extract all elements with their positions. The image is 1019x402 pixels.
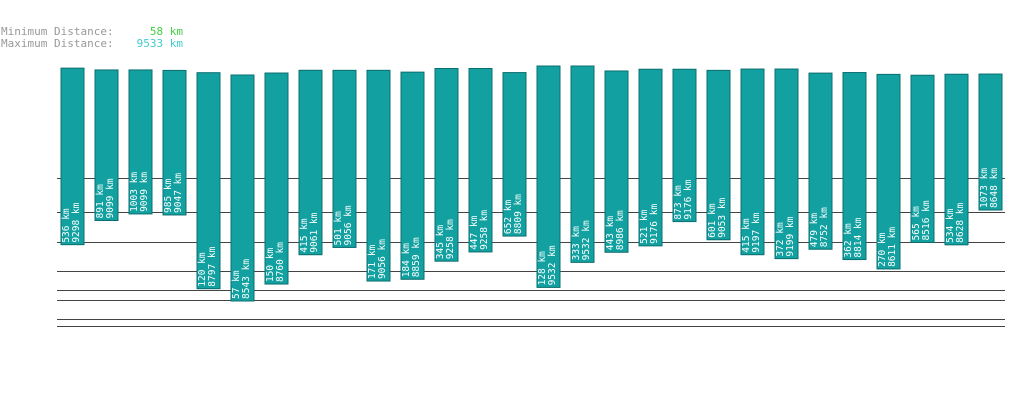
bar-min-label: 985 km bbox=[163, 178, 174, 213]
bar bbox=[60, 67, 85, 246]
bar-min-label: 443 km bbox=[605, 216, 616, 251]
bar bbox=[230, 74, 255, 302]
bar-min-label: 447 km bbox=[469, 215, 480, 250]
bar-min-label: 601 km bbox=[707, 203, 718, 238]
bar-max-label: 8543 km bbox=[241, 259, 252, 299]
bar-max-label: 9298 km bbox=[71, 202, 82, 242]
bar-min-label: 652 km bbox=[503, 199, 514, 234]
bar-min-label: 57 km bbox=[231, 270, 242, 299]
bar bbox=[196, 72, 221, 290]
min-label: Minimum Distance: bbox=[1, 25, 114, 38]
bar-min-label: 171 km bbox=[367, 244, 378, 279]
bar bbox=[876, 73, 901, 270]
bar-max-label: 9532 km bbox=[547, 245, 558, 285]
bar bbox=[536, 65, 561, 288]
bar-max-label: 9047 km bbox=[173, 173, 184, 213]
bar bbox=[162, 69, 187, 216]
max-value: 9533 km bbox=[137, 37, 184, 50]
bar-min-label: 128 km bbox=[537, 251, 548, 286]
bar-max-label: 9258 km bbox=[479, 210, 490, 250]
bar-max-label: 8814 km bbox=[853, 217, 864, 257]
bar-min-label: 150 km bbox=[265, 247, 276, 282]
bar-min-label: 873 km bbox=[673, 185, 684, 220]
bar-min-label: 372 km bbox=[775, 222, 786, 257]
bar bbox=[706, 69, 731, 241]
bar-max-label: 9053 km bbox=[717, 197, 728, 237]
min-value: 58 km bbox=[150, 25, 183, 38]
bar-max-label: 9258 km bbox=[445, 219, 456, 259]
bar bbox=[740, 68, 765, 256]
bar-min-label: 184 km bbox=[401, 243, 412, 278]
bar-max-label: 9532 km bbox=[581, 220, 592, 260]
bar-max-label: 9197 km bbox=[751, 212, 762, 252]
bar-max-label: 9056 km bbox=[377, 239, 388, 279]
bar bbox=[434, 67, 459, 262]
bar-max-label: 8752 km bbox=[819, 207, 830, 247]
bar-min-label: 333 km bbox=[571, 226, 582, 261]
bar-min-label: 415 km bbox=[299, 218, 310, 253]
bar bbox=[570, 65, 595, 263]
bar bbox=[978, 73, 1003, 211]
bar-max-label: 8516 km bbox=[921, 200, 932, 240]
bar-max-label: 8797 km bbox=[207, 246, 218, 286]
bar-min-label: 1003 km bbox=[129, 172, 140, 212]
bar-max-label: 8986 km bbox=[615, 210, 626, 250]
bar-max-label: 8611 km bbox=[887, 227, 898, 267]
bar-max-label: 8809 km bbox=[513, 194, 524, 234]
bar bbox=[468, 67, 493, 253]
bar-min-label: 534 km bbox=[945, 208, 956, 243]
bar bbox=[128, 69, 153, 215]
bar-min-label: 521 km bbox=[639, 209, 650, 244]
bar-max-label: 9099 km bbox=[139, 172, 150, 212]
bar bbox=[842, 72, 867, 261]
bar bbox=[298, 69, 323, 256]
bar-min-label: 270 km bbox=[877, 232, 888, 267]
bar-min-label: 415 km bbox=[741, 218, 752, 253]
bar-min-label: 362 km bbox=[843, 223, 854, 258]
bar bbox=[808, 72, 833, 250]
bar-max-label: 8648 km bbox=[989, 168, 1000, 208]
bar-max-label: 9199 km bbox=[785, 216, 796, 256]
bar-max-label: 8628 km bbox=[955, 203, 966, 243]
bar-max-label: 9056 km bbox=[343, 205, 354, 245]
bar-max-label: 9061 km bbox=[309, 212, 320, 252]
bar-min-label: 536 km bbox=[61, 208, 72, 243]
bar-min-label: 345 km bbox=[435, 225, 446, 260]
bar-min-label: 1073 km bbox=[979, 168, 990, 208]
bar bbox=[944, 73, 969, 246]
bar bbox=[332, 69, 357, 248]
bar-min-label: 120 km bbox=[197, 252, 208, 287]
bar bbox=[774, 68, 799, 260]
bar-min-label: 479 km bbox=[809, 213, 820, 248]
bar-min-label: 565 km bbox=[911, 206, 922, 241]
max-label: Maximum Distance: bbox=[1, 37, 114, 50]
bar-max-label: 9099 km bbox=[105, 178, 116, 218]
bar bbox=[264, 72, 289, 285]
bar bbox=[604, 70, 629, 253]
bar-max-label: 8760 km bbox=[275, 242, 286, 282]
bar bbox=[672, 68, 697, 223]
bar bbox=[94, 69, 119, 221]
bar bbox=[502, 72, 527, 237]
bar-min-label: 501 km bbox=[333, 211, 344, 246]
bar bbox=[366, 69, 391, 282]
bar bbox=[638, 68, 663, 247]
bar-max-label: 9176 km bbox=[683, 179, 694, 219]
bar bbox=[400, 71, 425, 280]
bar bbox=[910, 74, 935, 243]
bar-max-label: 8859 km bbox=[411, 237, 422, 277]
bar-max-label: 9176 km bbox=[649, 204, 660, 244]
bar-min-label: 891 km bbox=[95, 184, 106, 219]
